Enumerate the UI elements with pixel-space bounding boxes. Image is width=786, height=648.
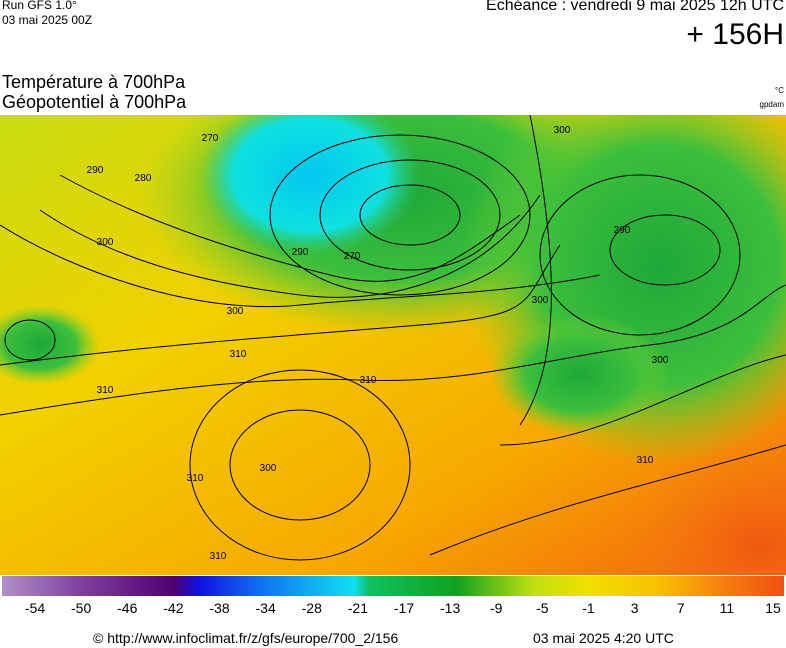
very-cold-area bbox=[200, 115, 420, 255]
contour-label: 300 bbox=[652, 355, 669, 366]
colorbar-label: -5 bbox=[536, 600, 549, 616]
title-geo: Géopotentiel à 700hPa bbox=[2, 92, 187, 112]
echeance: Echéance : vendredi 9 mai 2025 12h UTC bbox=[486, 0, 784, 14]
contour-label: 310 bbox=[230, 349, 247, 360]
colorbar-label: -54 bbox=[24, 600, 46, 616]
contour-label: 310 bbox=[187, 473, 204, 484]
contour-label-group: 290 280 270 300 300 310 310 310 300 310 … bbox=[87, 125, 669, 562]
contour-label: 300 bbox=[554, 125, 571, 136]
contour-label: 270 bbox=[344, 251, 361, 262]
colorbar-label: 3 bbox=[630, 600, 639, 616]
colorbar-label: -46 bbox=[117, 600, 138, 616]
contour-label: 300 bbox=[97, 237, 114, 248]
colorbar-label: 15 bbox=[765, 600, 781, 616]
contours bbox=[0, 115, 786, 561]
contour-label: 310 bbox=[210, 551, 227, 562]
colorbar bbox=[2, 576, 784, 596]
contour-label: 300 bbox=[260, 463, 277, 474]
colorbar-label: -13 bbox=[440, 600, 461, 616]
warm-area bbox=[620, 435, 786, 575]
colorbar-label: -1 bbox=[582, 600, 595, 616]
colorbar-label: -34 bbox=[255, 600, 276, 616]
contour-label: 310 bbox=[97, 385, 114, 396]
contour-label: 280 bbox=[135, 173, 152, 184]
lead-time: + 156H bbox=[686, 18, 784, 51]
cold-area bbox=[490, 315, 670, 435]
colorbar-label: -50 bbox=[71, 600, 92, 616]
colorbar-label: -28 bbox=[301, 600, 322, 616]
contour-label: 290 bbox=[292, 247, 309, 258]
colorbar-label: -42 bbox=[163, 600, 184, 616]
colorbar-label: -9 bbox=[490, 600, 503, 616]
contour-label: 300 bbox=[227, 306, 244, 317]
cold-area bbox=[0, 305, 100, 385]
contour-label: 290 bbox=[87, 165, 104, 176]
unit-geo: gpdam bbox=[759, 100, 784, 109]
colorbar-label: 7 bbox=[676, 600, 685, 616]
colorbar-label: 11 bbox=[719, 600, 735, 616]
contour-label: 300 bbox=[532, 295, 549, 306]
colorbar-label: -17 bbox=[393, 600, 415, 616]
contour-label: 310 bbox=[637, 455, 654, 466]
map: 290 280 270 300 300 310 310 310 300 310 … bbox=[0, 115, 786, 575]
contour-label: 310 bbox=[360, 375, 377, 386]
contour-label: 270 bbox=[202, 133, 219, 144]
footer-url: © http://www.infoclimat.fr/z/gfs/europe/… bbox=[93, 630, 399, 646]
footer-timestamp: 03 mai 2025 4:20 UTC bbox=[533, 630, 674, 646]
contour-label: 290 bbox=[614, 225, 631, 236]
colorbar-label: -38 bbox=[209, 600, 230, 616]
run-label: Run GFS 1.0° bbox=[2, 0, 77, 12]
unit-temp: °C bbox=[775, 86, 784, 95]
colorbar-label: -21 bbox=[347, 600, 368, 616]
title-temp: Température à 700hPa bbox=[2, 72, 186, 92]
run-date: 03 mai 2025 00Z bbox=[2, 13, 93, 27]
